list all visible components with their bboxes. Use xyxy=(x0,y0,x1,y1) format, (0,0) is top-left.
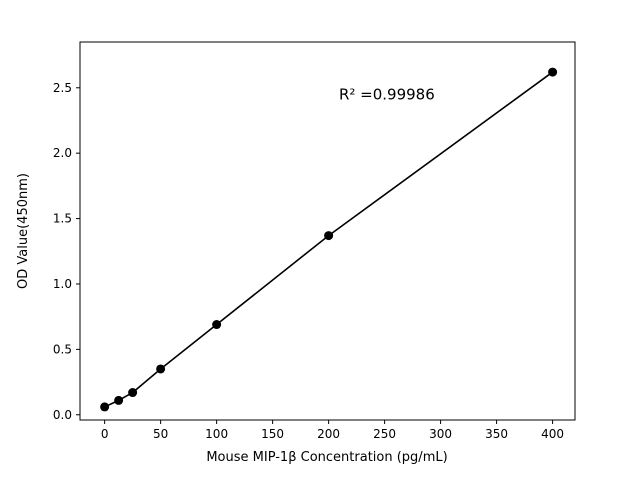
x-tick-label: 400 xyxy=(541,427,564,441)
y-tick-label: 2.5 xyxy=(53,81,72,95)
y-tick-label: 0.5 xyxy=(53,342,72,356)
x-tick-label: 100 xyxy=(205,427,228,441)
y-tick-label: 0.0 xyxy=(53,408,72,422)
y-tick-label: 2.0 xyxy=(53,146,72,160)
r-squared-annotation: R² =0.99986 xyxy=(339,86,435,104)
ticks-layer: 0 50 100 150 200 250 300 350 400 0.0 0.5 1.0 1.5 2.0 2… xyxy=(53,81,564,441)
y-tick-label: 1.5 xyxy=(53,212,72,226)
x-tick-label: 250 xyxy=(373,427,396,441)
y-axis-label: OD Value(450nm) xyxy=(16,173,31,289)
data-point xyxy=(156,364,166,374)
x-tick-label: 50 xyxy=(153,427,168,441)
x-axis-label: Mouse MIP-1β Concentration (pg/mL) xyxy=(206,450,447,465)
data-point xyxy=(100,402,110,412)
plot-area xyxy=(79,41,576,421)
x-tick-label: 350 xyxy=(485,427,508,441)
y-tick-label: 1.0 xyxy=(53,277,72,291)
data-point xyxy=(548,67,558,77)
x-tick-label: 300 xyxy=(429,427,452,441)
x-tick-label: 200 xyxy=(317,427,340,441)
data-point xyxy=(114,395,124,405)
series-layer xyxy=(100,67,558,412)
x-tick-label: 150 xyxy=(261,427,284,441)
data-point xyxy=(324,231,334,241)
data-point xyxy=(128,388,138,398)
x-tick-label: 0 xyxy=(101,427,109,441)
data-point xyxy=(212,320,222,330)
